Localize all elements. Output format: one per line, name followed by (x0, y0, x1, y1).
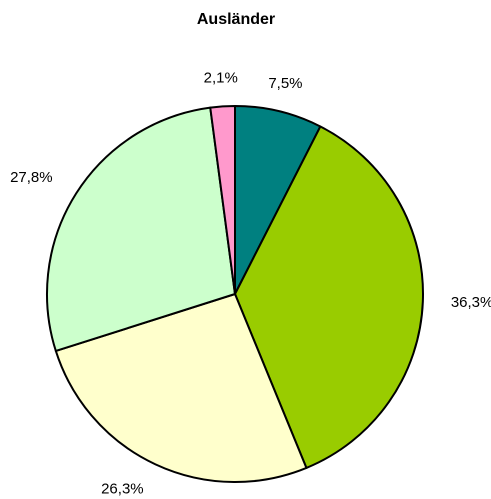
pie-slice (46, 106, 236, 352)
pie-slice (54, 293, 308, 483)
data-label: 7,5% (268, 75, 302, 92)
pie-slice (209, 105, 236, 295)
data-label: 26,3% (101, 481, 144, 498)
data-label: 27,8% (10, 169, 53, 186)
pie-slice (234, 125, 424, 469)
data-label: 36,3% (451, 294, 491, 311)
data-label: 2,1% (204, 69, 238, 86)
chart-title: Ausländer (197, 11, 275, 28)
